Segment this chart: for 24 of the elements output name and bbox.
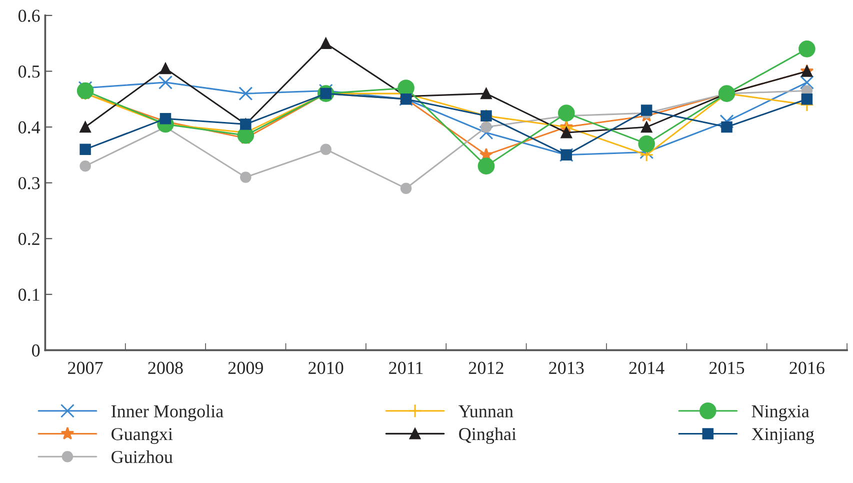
legend-label: Xinjiang (752, 428, 814, 444)
x-tick-label: 2007 (68, 362, 103, 374)
y-tick-label: 0.2 (18, 232, 40, 246)
x-tick-label: 2010 (308, 362, 344, 374)
y-tick-label: 0.1 (18, 288, 40, 301)
x-tick-label: 2008 (148, 362, 183, 374)
x-tick-label: 2012 (468, 362, 504, 374)
x-tick-label: 2011 (389, 362, 423, 374)
y-tick-label: 0.5 (18, 66, 40, 78)
legend-label: Guizhou (112, 450, 173, 464)
x-tick-label: 2015 (709, 362, 744, 374)
x-tick-label: 2014 (629, 362, 664, 374)
legend-label: Guangxi (112, 428, 173, 444)
y-tick-label: 0 (32, 344, 40, 357)
y-tick-label: 0.6 (18, 10, 40, 22)
legend-label: Qinghai (459, 427, 516, 444)
y-tick-label: 0.3 (18, 177, 40, 190)
legend-label: Yunnan (458, 405, 514, 418)
x-tick-label: 2013 (549, 362, 584, 374)
y-tick-label: 0.4 (18, 121, 40, 134)
x-tick-label: 2009 (228, 362, 263, 374)
x-tick-label: 2016 (790, 362, 824, 374)
legend-label: Ningxia (752, 405, 810, 422)
legend-label: Inner Mongolia (111, 404, 224, 422)
